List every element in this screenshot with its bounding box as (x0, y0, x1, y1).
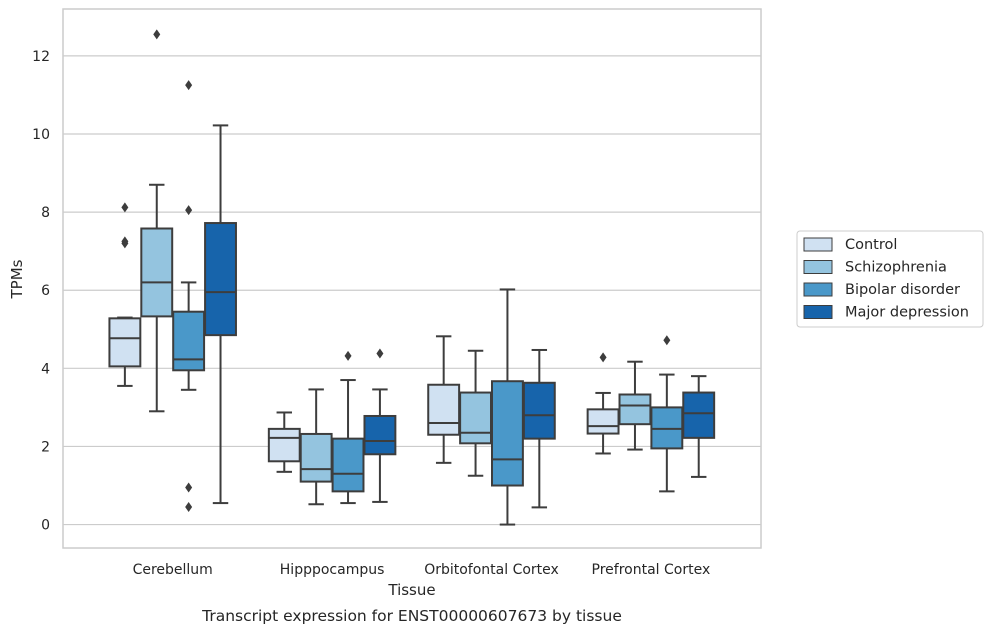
y-tick-label: 10 (32, 127, 50, 143)
box-iqr (491, 380, 524, 487)
legend-swatch (803, 260, 833, 274)
outlier-point (121, 236, 129, 247)
outlier-point (121, 202, 129, 213)
outlier-point (344, 350, 352, 361)
legend-swatch (803, 282, 833, 297)
x-tick-label: Orbitofontal Cortex (424, 562, 559, 578)
outlier-point (153, 29, 161, 40)
box-iqr (459, 391, 492, 445)
legend-label: Bipolar disorder (845, 282, 960, 298)
y-tick-label: 2 (41, 439, 50, 455)
outlier-point (185, 205, 193, 216)
box-group (522, 348, 556, 509)
legend-swatch (803, 305, 833, 319)
box-iqr (427, 383, 461, 436)
box-group (650, 335, 684, 493)
outlier-point (185, 482, 193, 493)
outlier-point (599, 352, 607, 363)
chart-caption: Transcript expression for ENST0000060767… (201, 607, 622, 625)
box-group (108, 202, 142, 387)
box-group (363, 348, 397, 503)
x-axis-label: Tissue (387, 581, 435, 599)
legend-frame (796, 230, 984, 328)
boxes (108, 29, 716, 526)
box-iqr (618, 393, 652, 426)
box-group (172, 80, 206, 512)
legend-items: Control Schizophrenia Bipolar disorder Majo… (803, 237, 969, 321)
box-iqr (363, 414, 397, 456)
box-group (586, 352, 620, 455)
legend: Control Schizophrenia Bipolar disorder Majo… (796, 230, 984, 328)
box-group (618, 360, 652, 451)
y-tick-label: 4 (41, 361, 50, 377)
outlier-point (185, 501, 193, 512)
box-group (140, 29, 174, 413)
y-tick-label: 6 (41, 283, 50, 299)
legend-label: Major depression (845, 305, 969, 321)
legend-label: Schizophrenia (845, 260, 947, 276)
box-group (491, 288, 524, 526)
y-tick-label: 12 (32, 49, 50, 65)
box-group (427, 335, 461, 464)
box-group (331, 350, 365, 505)
box-group (267, 411, 301, 473)
plot-frame (62, 8, 762, 549)
box-iqr (522, 381, 556, 440)
box-iqr (682, 391, 716, 439)
y-tick-label: 8 (41, 205, 50, 221)
box-group (299, 388, 333, 506)
legend-label: Control (845, 237, 897, 253)
box-group (204, 124, 237, 505)
plot-area (63, 9, 761, 548)
outlier-point (185, 80, 193, 91)
x-tick-label: Prefrontal Cortex (592, 562, 711, 578)
y-tick-label: 0 (41, 518, 50, 534)
box-iqr (140, 227, 174, 318)
legend-swatch (803, 237, 833, 252)
box-iqr (204, 222, 237, 337)
box-group (682, 375, 716, 478)
box-iqr (586, 408, 620, 435)
box-iqr (108, 317, 142, 368)
outlier-point (376, 348, 384, 359)
y-axis-label: TPMs (8, 259, 26, 299)
y-tick-labels: 0 2 4 6 8 10 12 (32, 49, 50, 534)
box-iqr (331, 437, 365, 493)
x-tick-label: Hipppocampus (280, 562, 385, 578)
box-iqr (172, 310, 206, 372)
box-iqr (299, 432, 333, 483)
x-tick-labels: Cerebellum Hipppocampus Orbitofontal Corte… (133, 562, 711, 578)
outlier-point (663, 335, 671, 346)
box-group (459, 349, 492, 477)
x-tick-label: Cerebellum (133, 562, 213, 578)
box-iqr (267, 427, 301, 463)
